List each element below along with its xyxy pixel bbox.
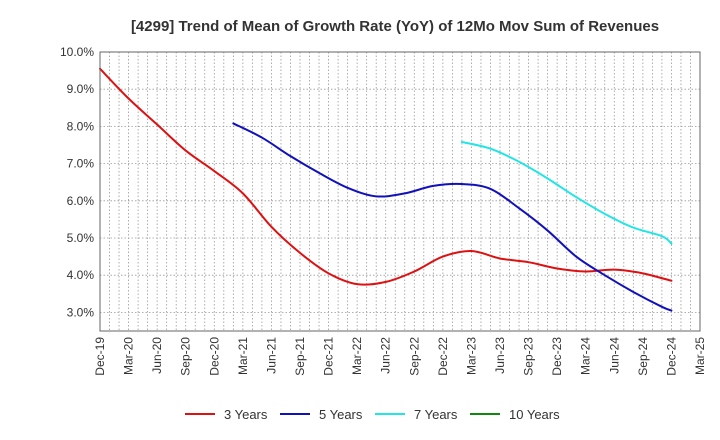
x-tick-label: Jun-24 [607, 337, 621, 374]
legend-item-5-years: 5 Years [280, 407, 363, 422]
legend-label: 7 Years [414, 407, 458, 422]
series-line-5-years [232, 122, 673, 312]
y-tick-label: 10.0% [60, 45, 94, 59]
x-tick-label: Jun-22 [379, 337, 393, 374]
y-tick-label: 8.0% [67, 119, 95, 133]
legend-item-10-years: 10 Years [470, 407, 560, 422]
x-tick-label: Mar-24 [579, 337, 593, 375]
chart-title: [4299] Trend of Mean of Growth Rate (YoY… [131, 18, 659, 35]
y-tick-label: 9.0% [67, 82, 95, 96]
x-tick-label: Dec-24 [664, 337, 678, 376]
x-tick-label: Mar-22 [350, 337, 364, 375]
y-tick-label: 6.0% [67, 194, 95, 208]
y-tick-label: 3.0% [67, 305, 95, 319]
legend-label: 5 Years [319, 407, 363, 422]
x-tick-label: Sep-23 [522, 337, 536, 376]
x-tick-label: Sep-21 [293, 337, 307, 376]
y-tick-label: 7.0% [67, 157, 95, 171]
x-tick-label: Mar-25 [693, 337, 707, 375]
legend-item-3-years: 3 Years [185, 407, 268, 422]
x-tick-label: Mar-21 [236, 337, 250, 375]
x-tick-label: Dec-21 [322, 337, 336, 376]
x-tick-label: Sep-22 [407, 337, 421, 376]
plot-frame [99, 51, 701, 332]
x-axis-ticks: Dec-19 Mar-20 Jun-20 Sep-20 Dec-20 Mar-21 Jun-… [93, 337, 707, 376]
y-axis-ticks: 3.0% 4.0% 5.0% 6.0% 7.0% 8.0% 9.0% 10.0% [60, 45, 94, 319]
x-tick-label: Dec-23 [550, 337, 564, 376]
grid [100, 51, 700, 331]
x-tick-label: Mar-23 [464, 337, 478, 375]
legend-label: 3 Years [224, 407, 268, 422]
x-tick-label: Sep-24 [636, 337, 650, 376]
series-line-3-years [99, 67, 673, 286]
x-tick-label: Dec-22 [436, 337, 450, 376]
x-tick-label: Sep-20 [179, 337, 193, 376]
x-tick-label: Dec-19 [93, 337, 107, 376]
series-lines [99, 67, 673, 312]
legend-label: 10 Years [509, 407, 560, 422]
y-tick-label: 5.0% [67, 231, 95, 245]
x-tick-label: Dec-20 [207, 337, 221, 376]
series-line-7-years [460, 141, 673, 245]
x-tick-label: Jun-21 [264, 337, 278, 374]
legend: 3 Years 5 Years 7 Years 10 Years [185, 407, 560, 422]
y-tick-label: 4.0% [67, 268, 95, 282]
legend-item-7-years: 7 Years [375, 407, 458, 422]
x-tick-label: Jun-23 [493, 337, 507, 374]
x-tick-label: Mar-20 [122, 337, 136, 375]
x-tick-label: Jun-20 [150, 337, 164, 374]
